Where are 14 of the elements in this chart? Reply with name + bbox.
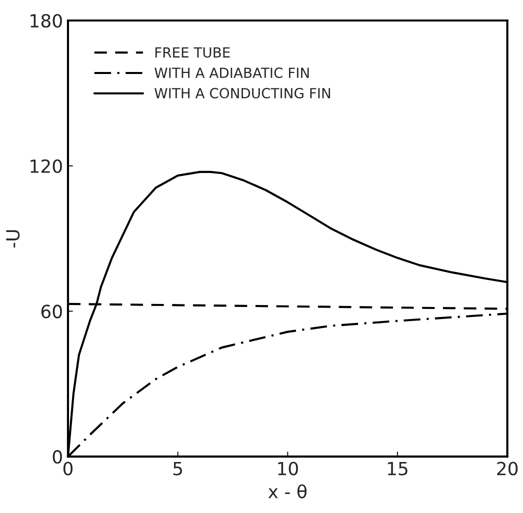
legend-label: WITH A ADIABATIC FIN <box>154 68 309 78</box>
y-axis-title: -U <box>6 230 20 248</box>
x-tick-label: 0 <box>63 462 73 476</box>
y-tick-label: 60 <box>41 304 62 318</box>
y-tick-label: 120 <box>30 159 62 173</box>
y-tick-label: 180 <box>30 14 62 28</box>
x-tick-label: 10 <box>278 462 298 476</box>
x-tick-label: 20 <box>497 462 518 476</box>
x-tick-label: 5 <box>173 462 182 476</box>
x-tick-label: 15 <box>388 462 408 476</box>
x-axis-title: x - θ <box>268 484 307 498</box>
legend-label: FREE TUBE <box>155 47 230 58</box>
y-tick-label: 0 <box>52 450 62 464</box>
legend-label: WITH A CONDUCTING FIN <box>154 88 330 98</box>
